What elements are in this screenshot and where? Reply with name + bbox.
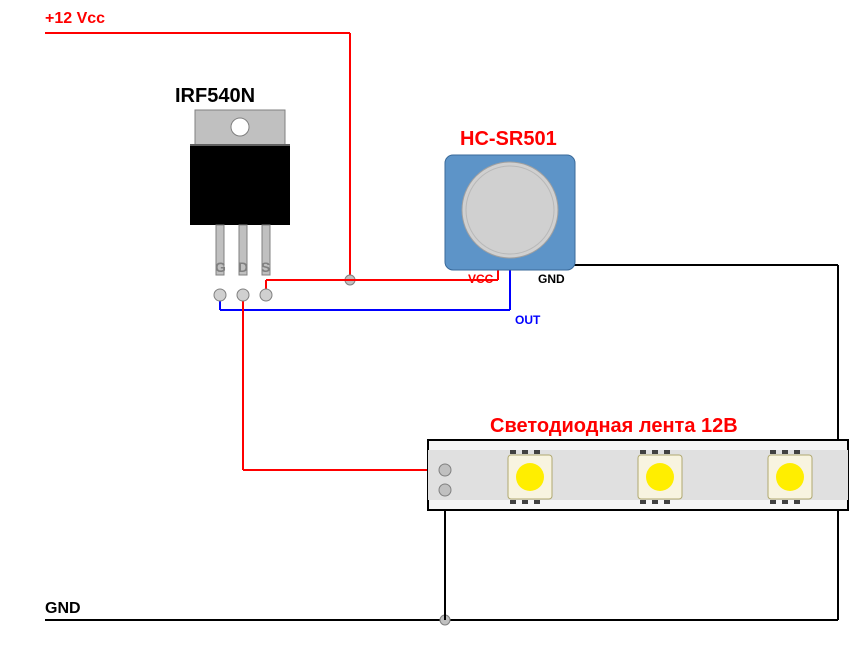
label-pir-vcc: VCC bbox=[468, 272, 493, 286]
label-pir-gnd: GND bbox=[538, 272, 565, 286]
led-strip bbox=[428, 440, 848, 510]
label-mosfet: IRF540N bbox=[175, 85, 255, 108]
label-gnd: GND bbox=[45, 600, 81, 618]
label-pin-d: D bbox=[238, 259, 248, 275]
label-pin-g: G bbox=[215, 259, 226, 275]
label-pir: HC-SR501 bbox=[460, 128, 557, 151]
label-vcc-in: +12 Vcc bbox=[45, 10, 105, 28]
label-pir-out: OUT bbox=[515, 313, 540, 327]
pir-hcsr501 bbox=[445, 155, 575, 270]
label-pin-s: S bbox=[261, 259, 270, 275]
led-2 bbox=[638, 450, 682, 504]
label-strip: Светодиодная лента 12В bbox=[490, 415, 738, 438]
led-3 bbox=[768, 450, 812, 504]
led-1 bbox=[508, 450, 552, 504]
